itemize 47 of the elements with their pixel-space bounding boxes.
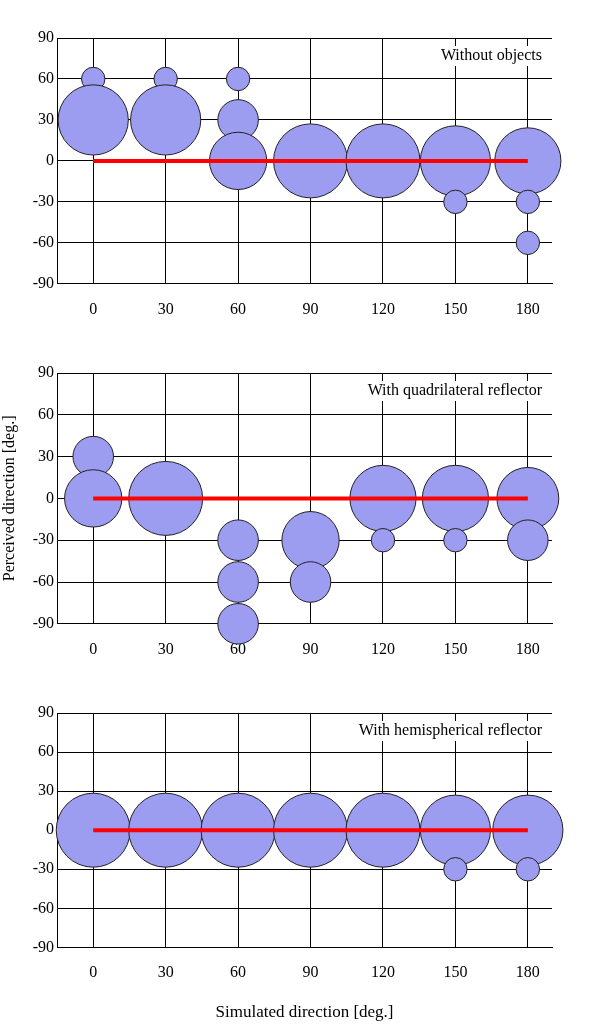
y-tick-label: 90 [38,703,54,721]
text: With hemispherical reflector [358,721,543,740]
y-tick-label: -90 [32,274,54,291]
x-tick-label: 60 [230,963,247,981]
x-tick-label: 30 [157,639,174,657]
y-tick-label: 90 [38,28,54,46]
x-tick-label: 150 [443,299,468,317]
x-tick-label: 0 [89,639,98,657]
y-tick-label: -30 [32,530,54,548]
text: With quadrilateral reflector [367,381,543,400]
x-tick-label: 120 [370,963,395,981]
x-tick-label: 150 [443,639,468,657]
y-tick-label: 0 [46,488,54,506]
y-tick-label: 0 [46,820,54,838]
x-tick-label: 120 [370,639,395,657]
x-tick-label: 60 [230,639,247,657]
y-tick-label: 30 [38,446,54,464]
x-tick-label: 30 [157,299,174,317]
y-tick-label: 30 [38,781,54,799]
y-tick-label: 90 [38,363,54,381]
y-tick-label: -90 [32,614,54,631]
x-tick-label: 180 [515,963,540,981]
x-tick-label: 150 [443,963,468,981]
x-tick-label: 180 [515,299,540,317]
y-tick-label: 60 [38,742,54,760]
y-tick-label: -30 [32,192,54,210]
y-tick-label: -30 [32,859,54,877]
y-tick-label: -60 [32,898,54,916]
y-tick-label: 30 [38,110,54,128]
text: Without objects [440,46,542,65]
x-tick-label: 60 [230,299,247,317]
y-tick-label: 0 [46,151,54,169]
x-tick-label: 30 [157,963,174,981]
y-axis-title: Perceived direction [deg.] [0,415,18,582]
y-tick-label: 60 [38,405,54,422]
y-tick-label: -90 [32,937,54,955]
x-tick-label: 90 [302,299,319,317]
x-tick-label: 120 [370,299,395,317]
y-tick-label: 60 [38,69,54,87]
x-axis-title: Simulated direction [deg.] [215,1002,394,1022]
x-tick-label: 90 [302,639,319,657]
x-tick-label: 180 [515,639,540,657]
x-tick-label: 0 [89,963,98,981]
y-tick-label: -60 [32,233,54,251]
x-tick-label: 90 [302,963,319,981]
x-tick-label: 0 [89,299,98,317]
y-tick-label: -60 [32,572,54,590]
